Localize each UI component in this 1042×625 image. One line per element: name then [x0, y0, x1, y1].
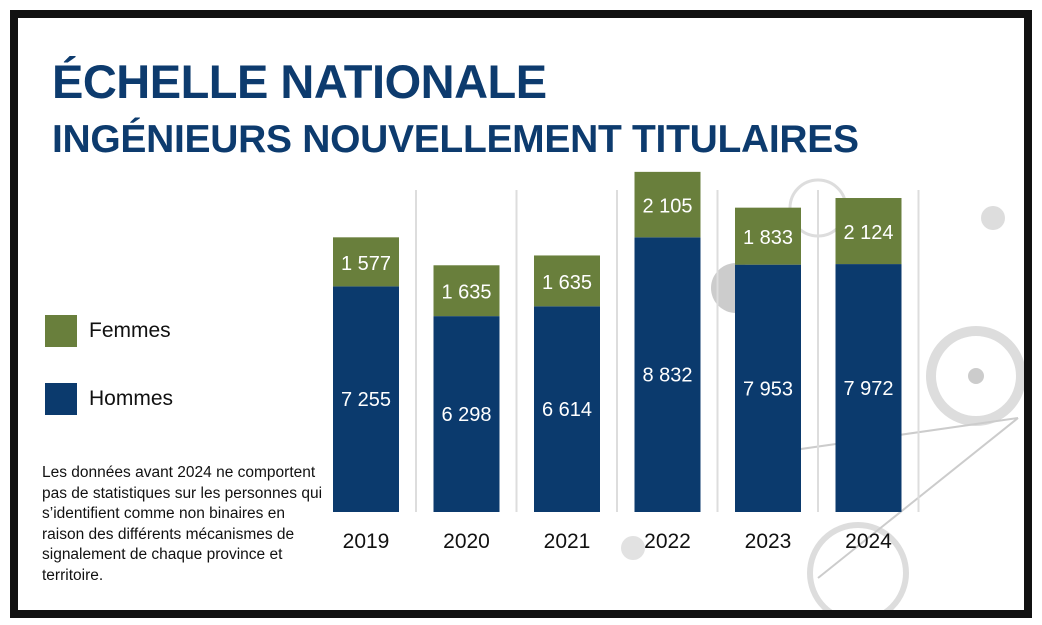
bar-femmes-2021 [534, 255, 600, 307]
bar-hommes-2023 [735, 264, 801, 512]
x-tick-label: 2019 [343, 530, 390, 553]
data-label: 1 833 [743, 227, 793, 249]
bar-hommes-2024 [835, 264, 902, 512]
x-tick-label: 2021 [544, 530, 591, 553]
legend-item-femmes: Femmes [45, 315, 171, 347]
legend-label-hommes: Hommes [89, 387, 174, 410]
data-label: 1 577 [341, 253, 391, 275]
data-label: 7 972 [843, 378, 893, 400]
footnote: Les données avant 2024 ne comportent pas… [42, 464, 323, 584]
infographic-frame: ÉCHELLE NATIONALE INGÉNIEURS NOUVELLEMEN… [10, 10, 1032, 618]
x-tick-label: 2020 [443, 530, 490, 553]
title: ÉCHELLE NATIONALE [52, 55, 547, 108]
legend-item-hommes: Hommes [45, 383, 173, 415]
data-label: 6 298 [441, 404, 491, 426]
data-label: 7 953 [743, 378, 793, 400]
bar-femmes-2024 [835, 198, 902, 265]
x-tick-label: 2022 [644, 530, 691, 553]
bar-hommes-2021 [534, 306, 600, 512]
data-label: 2 105 [642, 196, 692, 218]
bar-femmes-2020 [433, 265, 500, 317]
data-label: 1 635 [542, 272, 592, 294]
data-label: 7 255 [341, 389, 391, 411]
legend-swatch-femmes [45, 315, 77, 347]
data-label: 1 635 [441, 282, 491, 304]
x-tick-label: 2023 [745, 530, 792, 553]
bar-femmes-2022 [634, 171, 701, 238]
bar-femmes-2019 [333, 237, 399, 287]
stacked-bar-chart: 7 255 1 577 2019 6 298 1 635 2020 6 614 1 635 20… [333, 171, 1024, 610]
legend-label-femmes: Femmes [89, 319, 171, 342]
x-tick-label: 2024 [845, 530, 892, 553]
bar-femmes-2023 [735, 207, 801, 265]
data-label: 8 832 [642, 365, 692, 387]
legend-swatch-hommes [45, 383, 77, 415]
bar-hommes-2019 [333, 286, 399, 512]
bar-hommes-2022 [634, 237, 701, 512]
subtitle: INGÉNIEURS NOUVELLEMENT TITULAIRES [52, 118, 859, 161]
data-label: 6 614 [542, 399, 592, 421]
bar-hommes-2020 [433, 316, 500, 512]
data-label: 2 124 [843, 222, 893, 244]
